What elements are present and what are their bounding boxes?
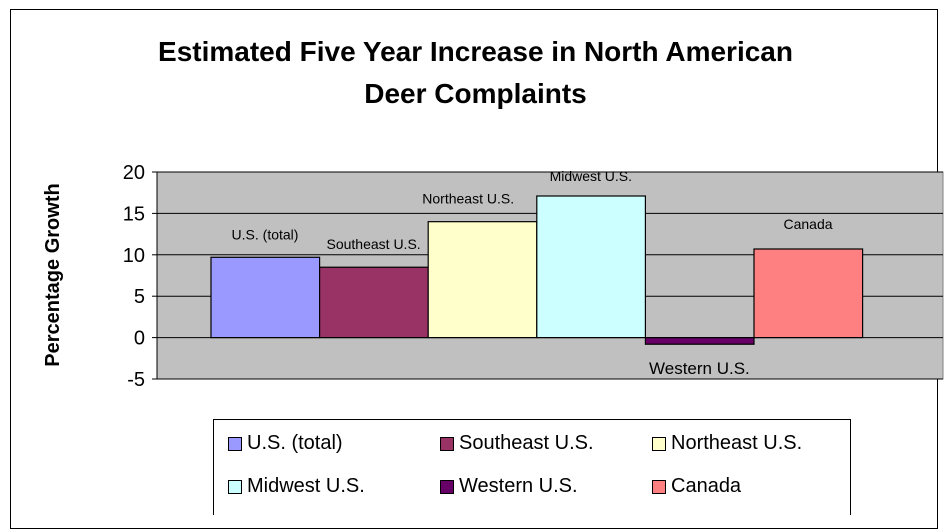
legend-label: Western U.S. [459, 475, 578, 497]
chart-title: Estimated Five Year Increase in North Am… [0, 31, 951, 115]
y-tick-label: 5 [134, 286, 145, 308]
bar-5 [644, 337, 755, 345]
y-tick-label: 0 [134, 328, 145, 350]
legend-label: Northeast U.S. [671, 432, 803, 454]
bar-3 [427, 221, 538, 339]
data-label: Canada [783, 216, 832, 232]
data-label: Southeast U.S. [327, 236, 421, 252]
legend-swatch [652, 436, 666, 451]
legend-item: Midwest U.S. [228, 475, 365, 498]
legend-label: Southeast U.S. [459, 432, 594, 454]
data-label: U.S. (total) [232, 226, 299, 242]
y-tick-label: 10 [123, 245, 145, 267]
chart-title-line-1: Estimated Five Year Increase in North Am… [158, 36, 793, 67]
data-label: Midwest U.S. [550, 168, 632, 184]
legend-item: Northeast U.S. [652, 432, 802, 455]
bar-chart: -5 0 5 10 15 20 Percentage Growth U.S. (total) S… [42, 162, 944, 391]
legend-label: Canada [671, 475, 742, 497]
legend-item: Southeast U.S. [440, 432, 594, 455]
data-label: Northeast U.S. [422, 191, 514, 207]
y-tick-label: 20 [123, 162, 145, 184]
legend-swatch [652, 479, 666, 494]
bar-6 [753, 248, 864, 339]
y-tick-label: 15 [123, 203, 145, 225]
bar-4 [536, 195, 646, 339]
legend-swatch [440, 436, 454, 451]
legend-item: U.S. (total) [228, 432, 343, 455]
bar-2 [319, 266, 429, 339]
chart-title-line-2: Deer Complaints [364, 78, 587, 109]
y-axis-label: Percentage Growth [42, 183, 64, 366]
legend-swatch [228, 436, 242, 451]
bar-1 [210, 256, 321, 339]
legend-swatch [440, 479, 454, 494]
chart-legend: U.S. (total) Southeast U.S. Northeast U.S.… [213, 419, 851, 515]
y-tick-label: -5 [127, 369, 145, 391]
data-label: Western U.S. [649, 359, 750, 378]
legend-swatch [228, 479, 242, 494]
legend-item: Western U.S. [440, 475, 578, 498]
legend-label: Midwest U.S. [247, 475, 365, 497]
legend-label: U.S. (total) [247, 432, 343, 454]
legend-item: Canada [652, 475, 741, 498]
